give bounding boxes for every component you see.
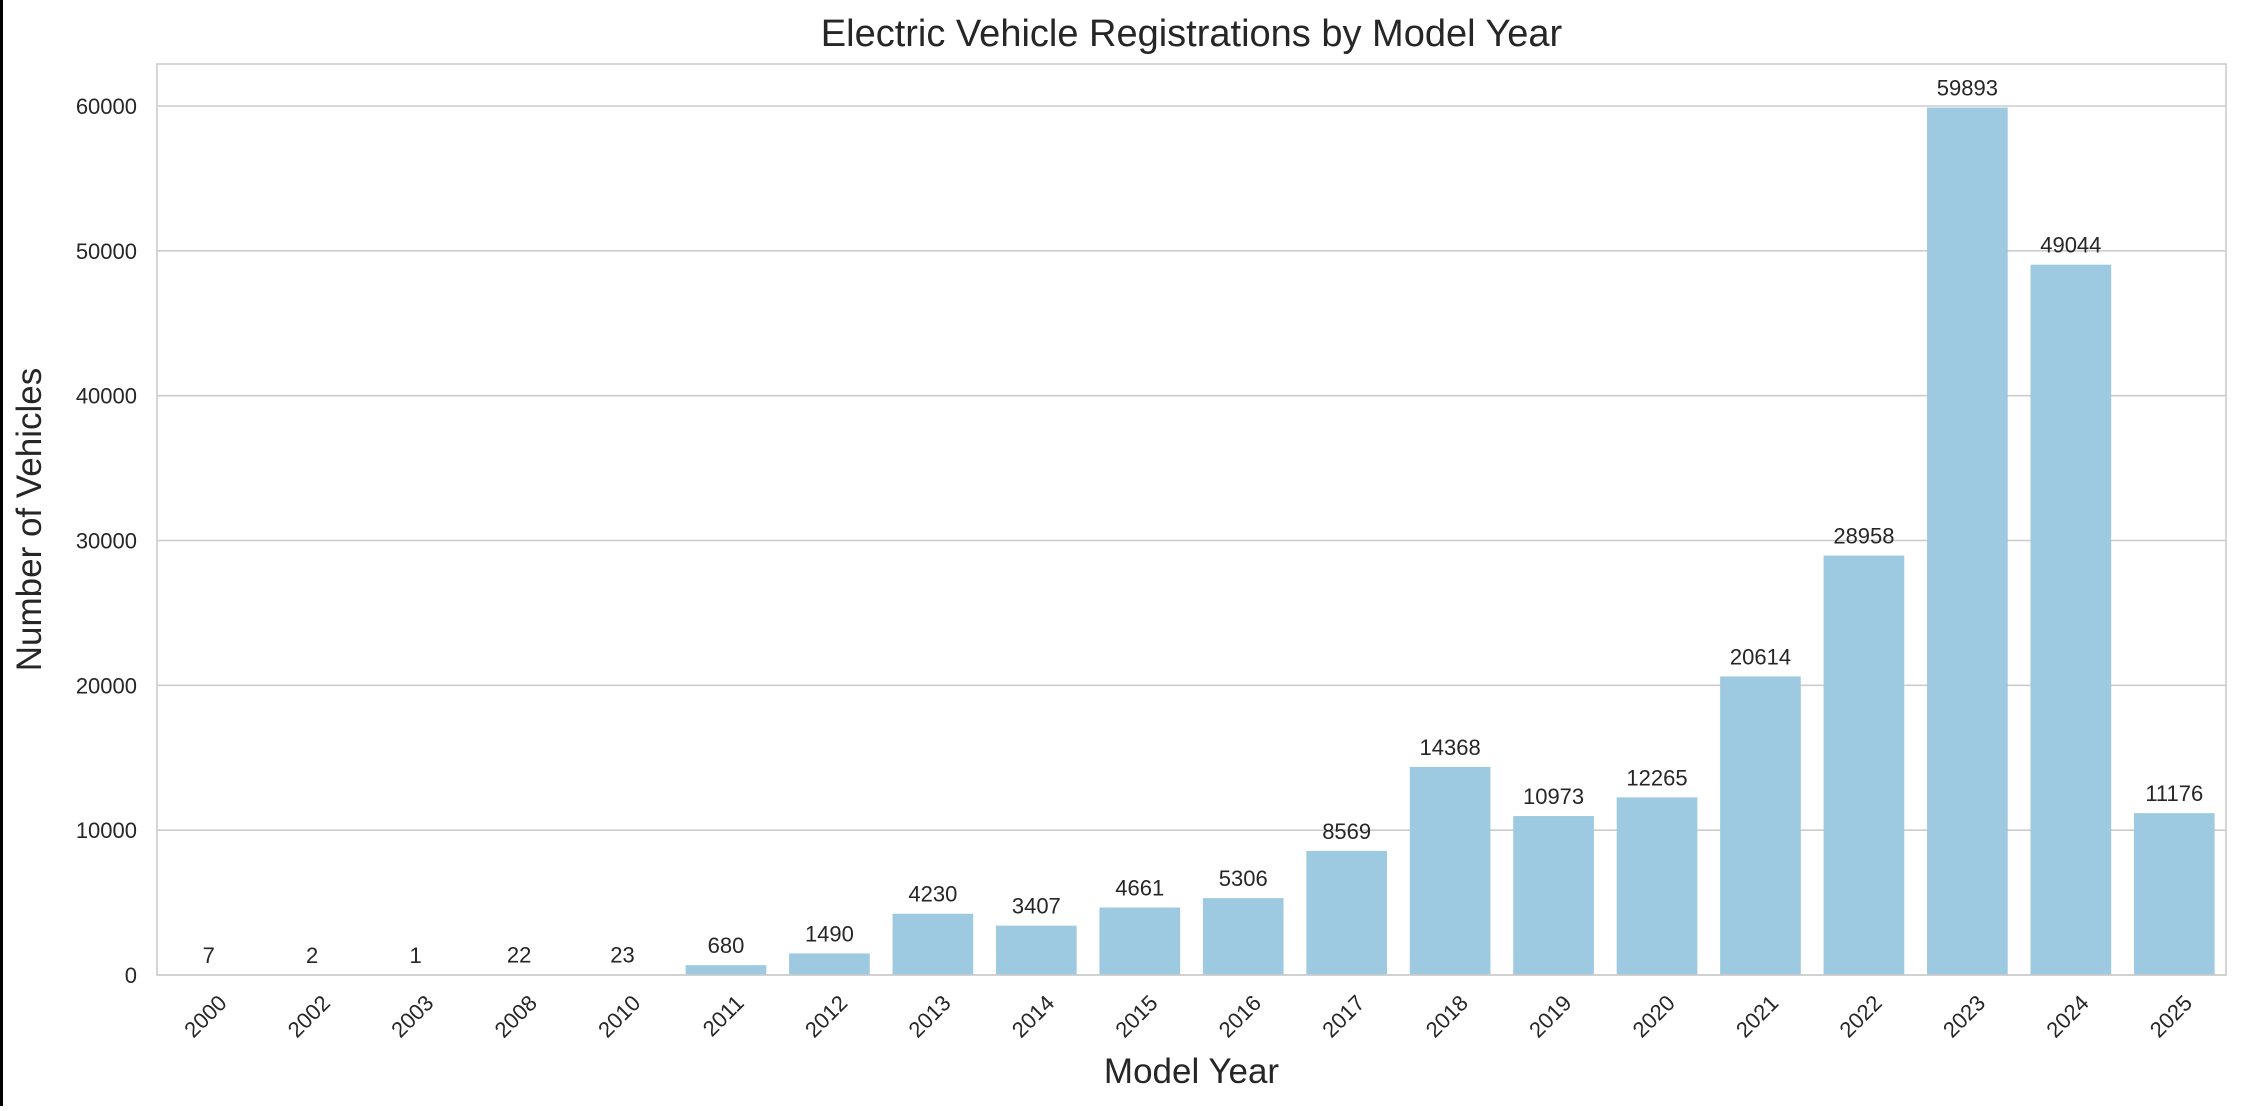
y-tick-label: 60000	[76, 94, 137, 119]
data-label-2014: 3407	[1012, 894, 1061, 919]
bar-2020	[1617, 797, 1698, 975]
data-label-2024: 49044	[2040, 233, 2101, 258]
data-label-2000: 7	[203, 943, 215, 968]
data-label-2018: 14368	[1420, 735, 1481, 760]
bar-2019	[1513, 816, 1594, 975]
data-label-2013: 4230	[908, 882, 957, 907]
bar-2011	[686, 965, 767, 975]
bar-2012	[789, 953, 870, 975]
bar-2025	[2134, 813, 2215, 975]
data-label-2015: 4661	[1115, 875, 1164, 900]
bar-2024	[2030, 265, 2111, 975]
window-left-border	[0, 0, 3, 1106]
chart-title: Electric Vehicle Registrations by Model …	[821, 13, 1563, 55]
bar-2013	[893, 914, 974, 975]
data-label-2019: 10973	[1523, 784, 1584, 809]
data-label-2012: 1490	[805, 921, 854, 946]
data-label-2023: 59893	[1937, 76, 1998, 101]
data-label-2016: 5306	[1219, 866, 1268, 891]
data-label-2025: 11176	[2145, 781, 2203, 806]
data-label-2011: 680	[708, 933, 745, 958]
bar-2018	[1410, 767, 1491, 975]
data-label-2008: 22	[507, 943, 531, 968]
data-label-2021: 20614	[1730, 644, 1791, 669]
y-tick-label: 50000	[76, 239, 137, 264]
bar-2023	[1927, 108, 2008, 975]
bar-2022	[1824, 556, 1905, 975]
y-tick-label: 40000	[76, 384, 137, 409]
data-label-2002: 2	[306, 943, 318, 968]
bar-2015	[1099, 907, 1180, 975]
y-tick-label: 30000	[76, 529, 137, 554]
y-axis-label: Number of Vehicles	[10, 368, 49, 671]
y-tick-label: 20000	[76, 673, 137, 698]
y-tick-label: 0	[125, 963, 137, 988]
x-axis-label: Model Year	[1104, 1052, 1279, 1091]
data-label-2010: 23	[610, 943, 634, 968]
bar-2021	[1720, 676, 1801, 975]
bar-2016	[1203, 898, 1284, 975]
bar-2017	[1306, 851, 1387, 975]
data-label-2022: 28958	[1833, 524, 1894, 549]
bar-2014	[996, 926, 1077, 975]
data-label-2003: 1	[410, 943, 422, 968]
data-label-2017: 8569	[1322, 819, 1371, 844]
data-label-2020: 12265	[1626, 765, 1687, 790]
y-tick-label: 10000	[76, 818, 137, 843]
